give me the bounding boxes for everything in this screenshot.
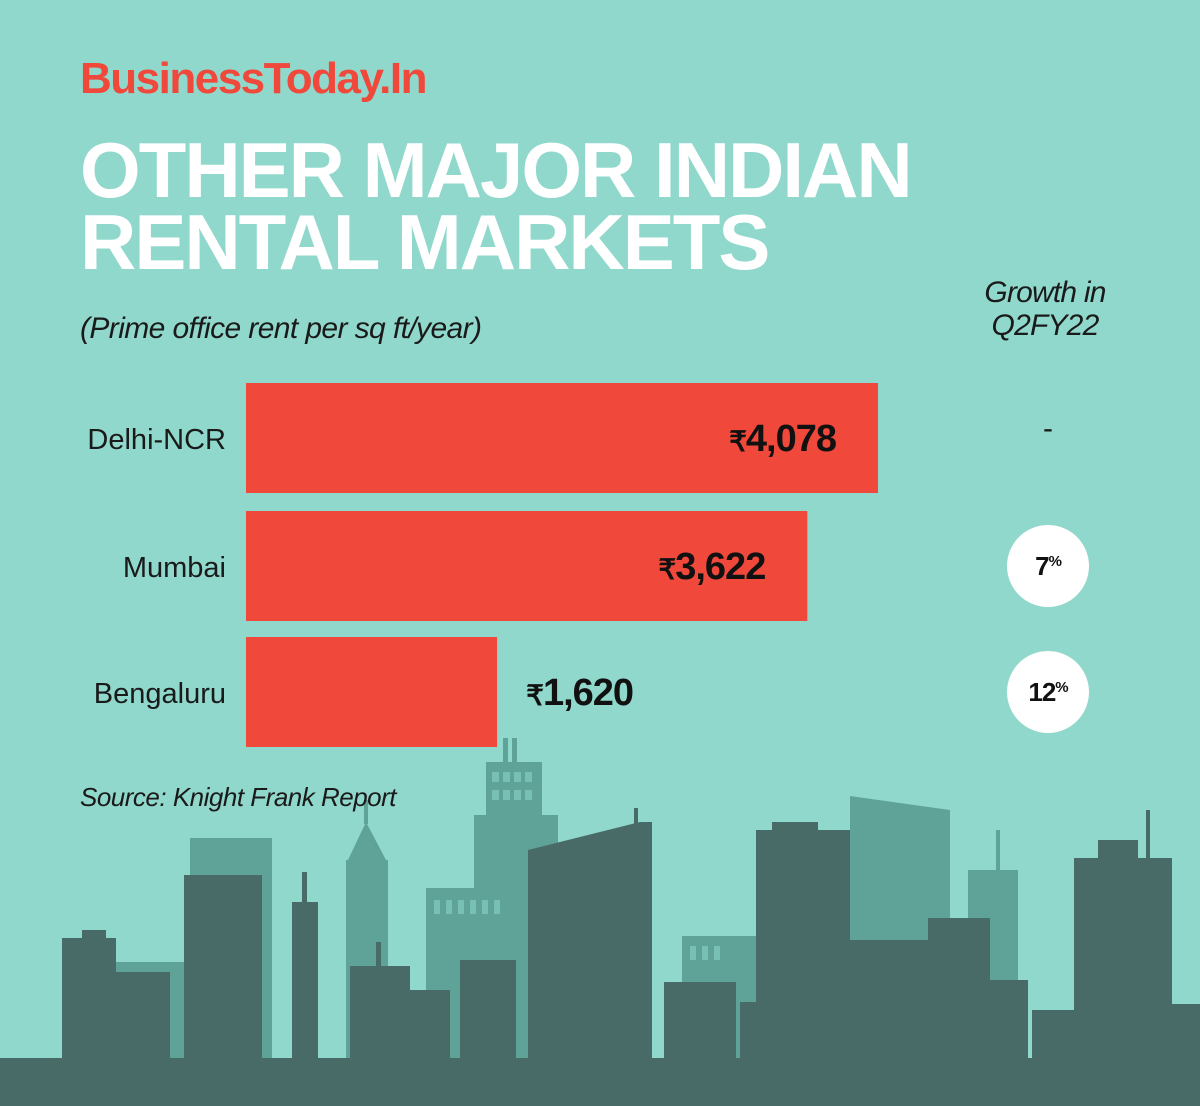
growth-header-line: Growth in bbox=[984, 276, 1106, 309]
growth-unit: % bbox=[1049, 553, 1062, 570]
data-value: 4,078 bbox=[746, 418, 836, 460]
data-value: 1,620 bbox=[543, 672, 633, 714]
source-note: Source: Knight Frank Report bbox=[80, 782, 397, 812]
growth-column-header: Growth in Q2FY22 bbox=[955, 276, 1135, 342]
currency-symbol: ₹ bbox=[526, 680, 544, 711]
category-label: Bengaluru bbox=[94, 678, 226, 710]
data-value: 3,622 bbox=[675, 546, 765, 588]
bar bbox=[246, 637, 498, 747]
currency-symbol: ₹ bbox=[658, 554, 676, 585]
growth-value: - bbox=[1043, 412, 1053, 445]
growth-value: 12% bbox=[1028, 677, 1068, 707]
data-label: ₹4,078 bbox=[729, 418, 836, 460]
category-label: Delhi-NCR bbox=[87, 424, 226, 456]
title-line: OTHER MAJOR INDIAN bbox=[80, 126, 913, 214]
growth-unit: % bbox=[1055, 679, 1068, 696]
growth-number: 12 bbox=[1028, 677, 1055, 707]
bar bbox=[246, 383, 878, 493]
brand-logo: BusinessToday.In bbox=[80, 54, 428, 103]
category-label: Mumbai bbox=[123, 552, 226, 584]
data-label: ₹3,622 bbox=[658, 546, 765, 588]
bar bbox=[246, 511, 808, 621]
currency-symbol: ₹ bbox=[729, 426, 747, 457]
growth-number: 7 bbox=[1035, 551, 1049, 581]
page-title: OTHER MAJOR INDIAN RENTAL MARKETS bbox=[80, 126, 913, 286]
growth-header-line: Q2FY22 bbox=[991, 309, 1100, 342]
growth-badge bbox=[1007, 525, 1089, 607]
title-line: RENTAL MARKETS bbox=[80, 198, 770, 286]
data-label: ₹1,620 bbox=[526, 672, 633, 714]
growth-badge bbox=[1007, 651, 1089, 733]
chart-subtitle: (Prime office rent per sq ft/year) bbox=[80, 312, 482, 345]
growth-value: 7% bbox=[1035, 551, 1061, 581]
